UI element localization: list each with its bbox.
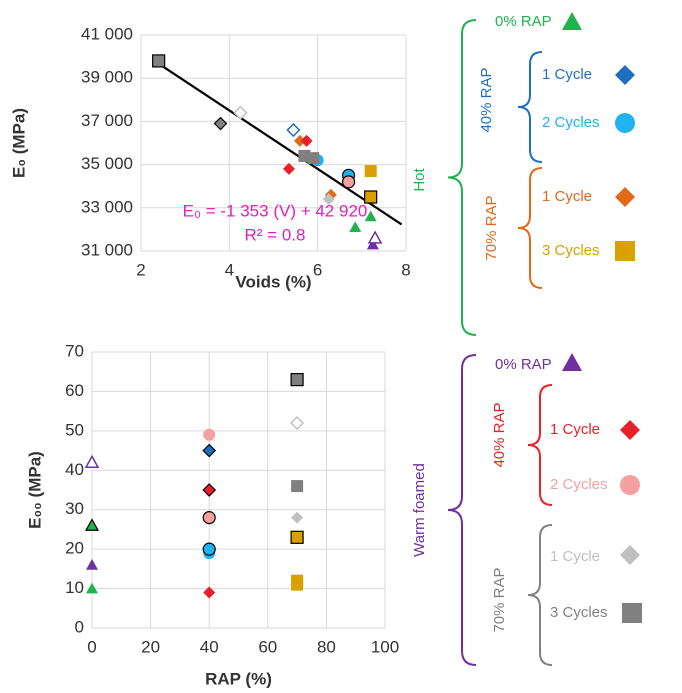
x-tick-label: 80 [317, 637, 336, 656]
marker [615, 113, 635, 133]
legend-label: 1 Cycle [542, 188, 592, 205]
y-tick-label: 39 000 [81, 68, 133, 87]
marker [562, 12, 582, 30]
y-tick-label: 31 000 [81, 240, 133, 259]
legend-label: 3 Cycles [542, 242, 600, 259]
y-tick-label: 35 000 [81, 154, 133, 173]
legend-label: 1 Cycle [550, 421, 600, 438]
marker [290, 415, 305, 431]
marker [290, 530, 304, 544]
y-axis-title: E₀ (MPa) [9, 108, 28, 178]
annotation: E₀ = -1 353 (V) + 42 920 [183, 201, 368, 220]
marker [152, 54, 166, 68]
x-tick-label: 20 [141, 637, 160, 656]
y-tick-label: 60 [65, 381, 84, 400]
brace [517, 167, 543, 289]
marker [233, 105, 248, 120]
marker [300, 134, 313, 147]
y-tick-label: 10 [65, 578, 84, 597]
marker [86, 558, 98, 570]
marker [366, 238, 379, 250]
legend-label: 1 Cycle [542, 66, 592, 83]
legend-label: 70% RAP [491, 567, 508, 632]
x-tick-label: 6 [313, 260, 322, 279]
y-axis-title: E₀₀ (MPa) [25, 451, 44, 529]
marker [213, 116, 228, 131]
marker [203, 586, 216, 599]
marker [84, 518, 100, 531]
marker [202, 443, 217, 458]
marker [202, 483, 217, 497]
legend-label: 2 Cycles [542, 114, 600, 131]
x-tick-label: 4 [225, 260, 234, 279]
x-tick-label: 40 [200, 637, 219, 656]
x-tick-label: 8 [401, 260, 410, 279]
marker [341, 175, 356, 189]
marker [291, 578, 304, 591]
y-tick-label: 0 [75, 617, 84, 636]
marker [294, 134, 306, 147]
legend-label: 3 Cycles [550, 604, 608, 621]
y-tick-label: 40 [65, 460, 84, 479]
legend-label: 40% RAP [478, 67, 495, 132]
marker [286, 122, 301, 138]
marker [615, 187, 635, 207]
brace [527, 524, 553, 666]
y-tick-label: 30 [65, 499, 84, 518]
legend-label: 40% RAP [491, 402, 508, 467]
x-tick-label: 60 [258, 637, 277, 656]
x-tick-label: 0 [87, 637, 96, 656]
legend: Hot 0% RAP 40% RAP 1 Cycle 2 Cycles 70% … [411, 13, 608, 633]
brace [447, 19, 477, 336]
marker [620, 545, 640, 565]
brace [527, 384, 553, 506]
marker [620, 475, 640, 495]
y-tick-label: 41 000 [81, 24, 133, 43]
marker [282, 162, 295, 175]
marker [615, 241, 635, 261]
y-tick-label: 70 [65, 341, 84, 360]
y-tick-label: 20 [65, 539, 84, 558]
annotation: R² = 0.8 [245, 225, 306, 244]
brace [517, 51, 543, 163]
x-tick-label: 2 [136, 260, 145, 279]
marker [322, 193, 335, 206]
trendline [158, 62, 403, 226]
marker [291, 480, 304, 493]
marker [84, 454, 100, 468]
y-tick-label: 37 000 [81, 111, 133, 130]
marker [349, 221, 362, 233]
legend-label: 0% RAP [495, 356, 552, 373]
marker [620, 420, 640, 440]
legend-label: 0% RAP [495, 13, 552, 30]
legend-label: 2 Cycles [550, 476, 608, 493]
marker [562, 353, 582, 371]
marker [367, 230, 383, 244]
marker [364, 190, 378, 204]
x-axis-title: Voids (%) [235, 272, 311, 291]
marker [202, 510, 216, 525]
legend-label: 1 Cycle [550, 548, 600, 565]
marker [202, 542, 216, 556]
y-tick-label: 33 000 [81, 197, 133, 216]
x-axis-title: RAP (%) [205, 669, 272, 688]
marker [291, 511, 304, 524]
group-label: Hot [411, 167, 428, 191]
legend-label: 70% RAP [483, 195, 500, 260]
marker [86, 582, 98, 594]
marker [307, 152, 320, 165]
brace [447, 354, 477, 666]
y-tick-label: 50 [65, 420, 84, 439]
marker [203, 428, 216, 441]
marker [290, 373, 304, 387]
marker [622, 603, 642, 623]
marker [615, 65, 635, 85]
marker [364, 165, 377, 178]
marker [364, 210, 377, 222]
x-tick-label: 100 [371, 637, 399, 656]
group-label: Warm foamed [411, 463, 428, 557]
